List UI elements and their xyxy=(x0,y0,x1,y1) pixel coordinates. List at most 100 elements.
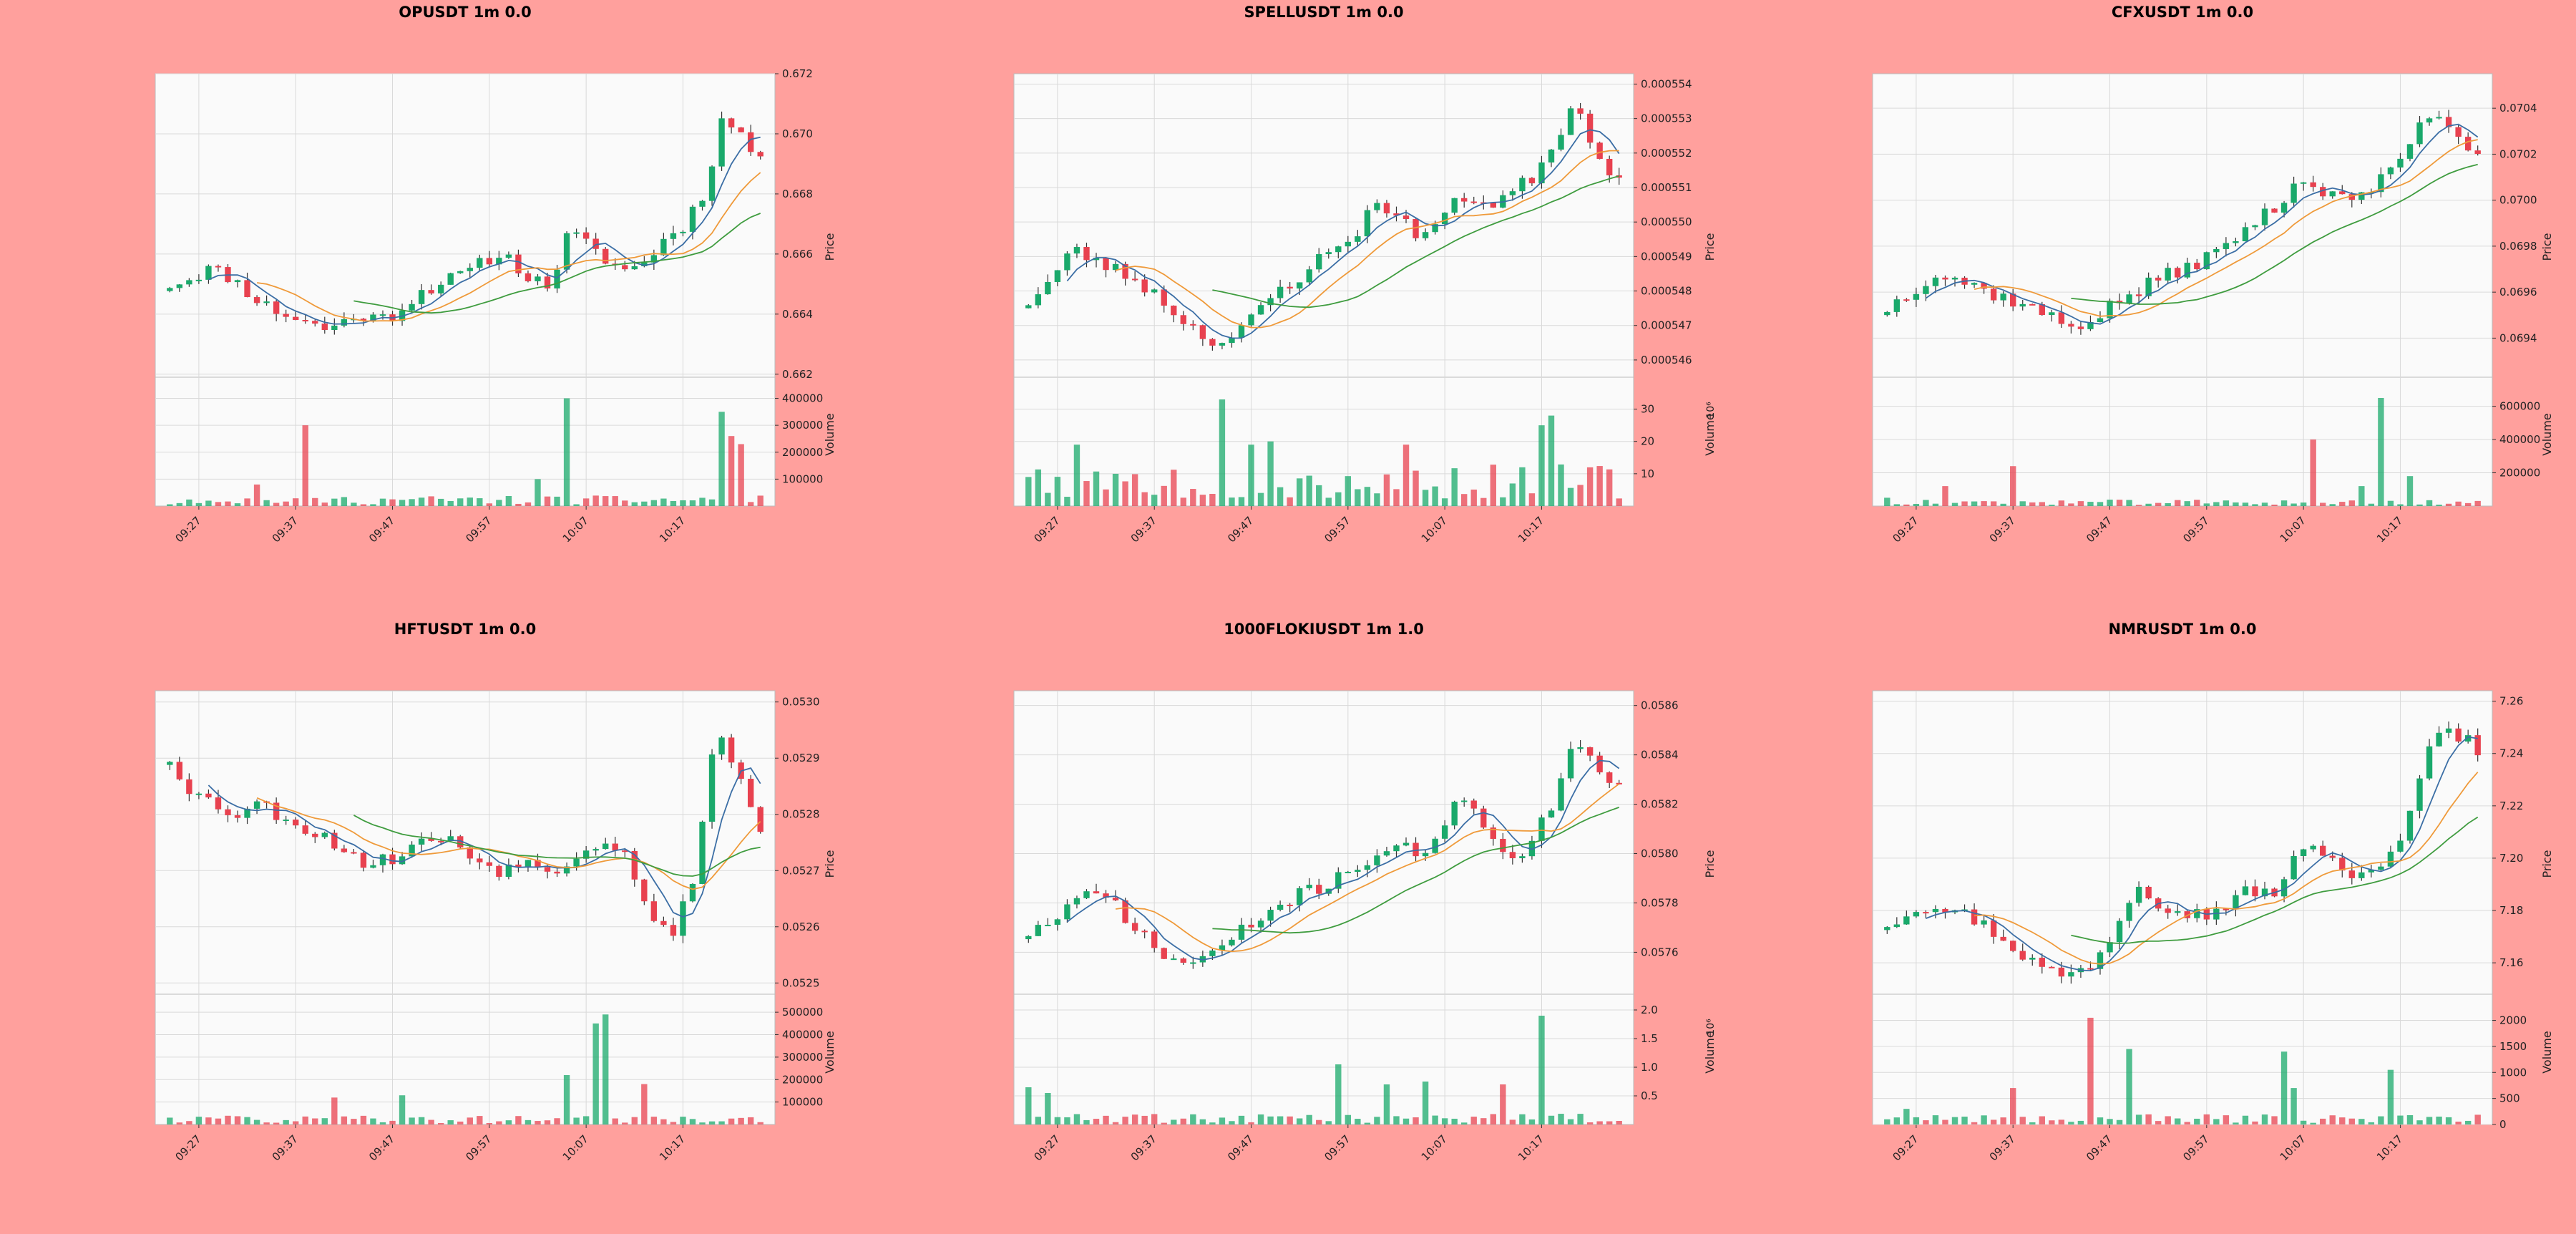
volume-bar xyxy=(360,504,367,506)
x-tick-label: 10:17 xyxy=(1516,514,1546,545)
candle-body xyxy=(2107,942,2113,953)
candle-body xyxy=(496,865,502,877)
volume-bar xyxy=(1951,1117,1958,1124)
volume-bar xyxy=(670,500,677,506)
candle-body xyxy=(2145,886,2152,899)
candle-body xyxy=(2194,909,2200,918)
candle-body xyxy=(1045,925,1051,927)
x-tick-label: 09:57 xyxy=(1322,514,1352,545)
volume-bar xyxy=(321,1118,328,1124)
candle-body xyxy=(1364,865,1371,870)
volume-bar xyxy=(1035,469,1042,506)
candle-body xyxy=(2436,117,2442,119)
candle-body xyxy=(2474,735,2481,756)
volume-bar xyxy=(2175,1118,2181,1124)
x-tick-label: 10:17 xyxy=(657,1132,688,1163)
volume-bar xyxy=(2194,1118,2200,1124)
volume-bar xyxy=(1393,1116,1400,1124)
candle-body xyxy=(1548,149,1555,162)
volume-bar xyxy=(1616,1121,1622,1124)
volume-bar xyxy=(1528,1119,1536,1124)
volume-bar xyxy=(728,1118,735,1124)
volume-bar xyxy=(2455,1122,2462,1124)
volume-bar xyxy=(1316,1119,1322,1124)
x-tick-label: 09:47 xyxy=(2084,514,2114,545)
volume-bar xyxy=(1161,1122,1167,1124)
price-tick-label: 0.0527 xyxy=(782,864,820,877)
volume-bar xyxy=(447,500,454,506)
volume-bar xyxy=(757,1122,763,1124)
volume-bar xyxy=(2426,500,2433,506)
volume-bar xyxy=(2155,502,2162,506)
candle-body xyxy=(1884,311,1890,316)
volume-tick-label: 400000 xyxy=(2499,433,2540,446)
candle-body xyxy=(409,303,415,311)
volume-tick-label: 1.5 xyxy=(1641,1032,1658,1045)
candle-body xyxy=(1103,893,1109,898)
candle-body xyxy=(699,200,706,207)
volume-bar xyxy=(1490,465,1496,506)
volume-bar xyxy=(312,497,318,506)
candle-body xyxy=(1509,191,1516,195)
volume-bar xyxy=(1903,504,1910,506)
candle-body xyxy=(1884,927,1890,931)
candle-body xyxy=(1451,198,1458,213)
volume-bar xyxy=(1364,487,1371,506)
moving-average-line xyxy=(353,815,761,877)
candle-body xyxy=(2213,248,2220,253)
volume-bar xyxy=(2474,1114,2481,1124)
volume-bar xyxy=(2097,1117,2104,1124)
candle-body xyxy=(273,301,280,314)
candle-body xyxy=(1451,802,1458,826)
moving-average-line xyxy=(2071,816,2479,944)
volume-bar xyxy=(1441,1118,1448,1124)
candle-body xyxy=(1025,305,1032,308)
candle-body xyxy=(525,860,532,868)
volume-bar xyxy=(1325,497,1332,506)
candle-body xyxy=(1306,885,1312,888)
volume-bar xyxy=(1558,464,1564,506)
volume-bar xyxy=(379,1122,386,1124)
candle-body xyxy=(2010,941,2016,951)
price-tick-label: 0.0696 xyxy=(2499,286,2537,298)
candle-body xyxy=(1248,924,1254,928)
candle-body xyxy=(467,847,473,859)
candle-body xyxy=(1035,925,1042,936)
volume-bar xyxy=(399,500,406,506)
candle-body xyxy=(535,860,541,868)
candle-body xyxy=(1470,800,1477,809)
volume-panel xyxy=(1872,376,2493,507)
x-tick-label: 10:07 xyxy=(2278,1132,2308,1163)
candle-body xyxy=(1131,278,1138,281)
x-tick-label: 09:47 xyxy=(2084,1132,2114,1163)
x-tick-label: 09:47 xyxy=(1225,514,1256,545)
candle-body xyxy=(602,248,609,264)
volume-bar xyxy=(1567,487,1574,506)
volume-bar xyxy=(477,498,483,506)
candle-body xyxy=(699,821,706,884)
volume-bar xyxy=(2126,500,2132,506)
candle-body xyxy=(1141,279,1148,293)
price-tick-label: 0.666 xyxy=(782,248,813,261)
volume-bar xyxy=(2165,502,2171,506)
candle-body xyxy=(660,920,667,926)
volume-bar xyxy=(283,501,289,506)
volume-bar xyxy=(2087,502,2094,506)
chart-title: NMRUSDT 1m 0.0 xyxy=(2109,621,2257,638)
candle-body xyxy=(2329,191,2336,197)
candle-body xyxy=(2097,318,2104,323)
volume-tick-label: 300000 xyxy=(782,419,823,432)
volume-bar xyxy=(612,1118,618,1124)
volume-bar xyxy=(2135,505,2142,506)
volume-bar xyxy=(1567,1119,1574,1124)
candle-body xyxy=(1219,343,1226,346)
volume-bar xyxy=(2300,502,2307,506)
volume-bar xyxy=(253,1119,260,1124)
candle-body xyxy=(2436,732,2442,747)
candle-body xyxy=(641,879,648,902)
candle-body xyxy=(1932,277,1939,286)
x-tick-label: 10:17 xyxy=(2374,514,2405,545)
candle-body xyxy=(728,118,735,128)
candle-body xyxy=(1567,108,1574,135)
candle-body xyxy=(2397,840,2404,852)
